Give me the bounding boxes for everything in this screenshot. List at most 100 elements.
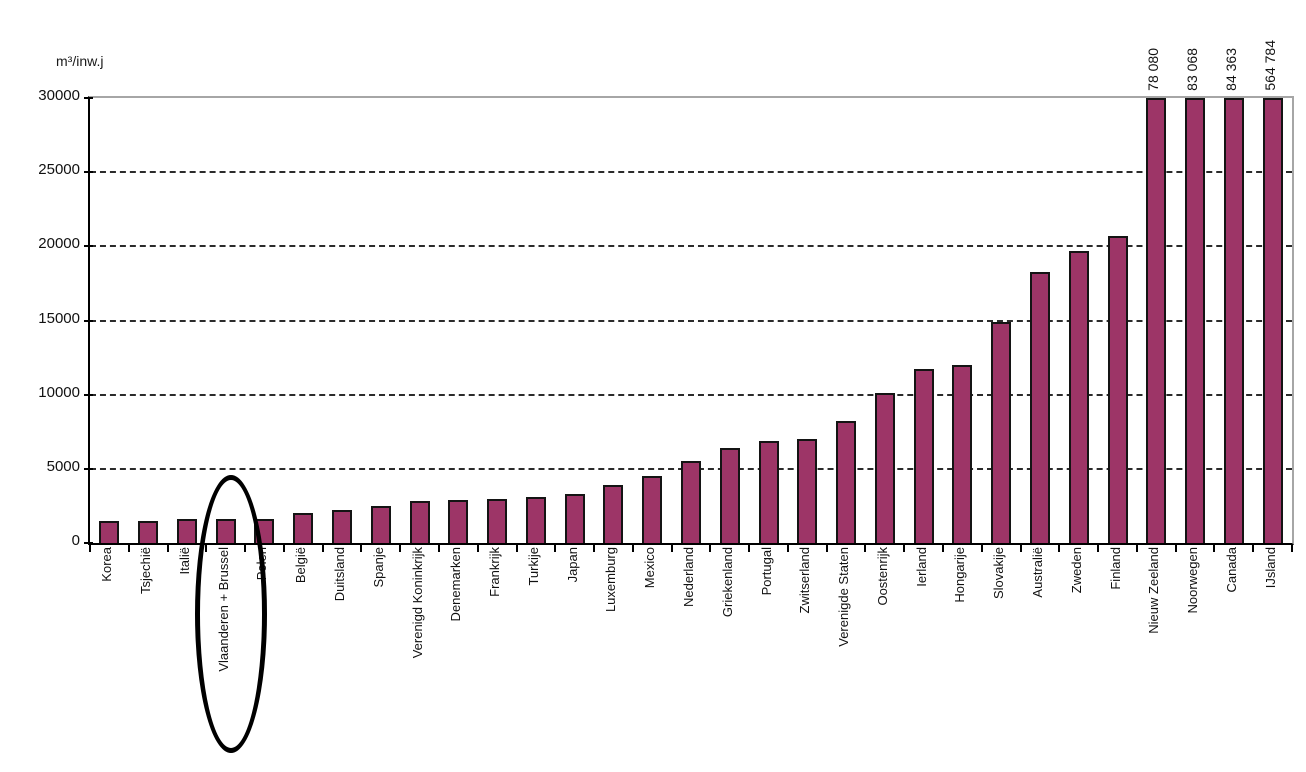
bar-value-label: 564 784 — [1261, 40, 1278, 91]
bar-australi- — [1029, 271, 1050, 543]
x-category-label: Oostenrijk — [874, 547, 890, 606]
x-axis-tick — [1135, 545, 1138, 552]
x-axis-tick — [515, 545, 518, 552]
x-category-label: Ierland — [913, 547, 929, 587]
bar-hongarije — [952, 365, 973, 543]
x-category-label: Portugal — [758, 547, 774, 596]
x-category-label: Griekenland — [719, 547, 735, 618]
bar-zweden — [1068, 250, 1089, 543]
bar-korea — [99, 520, 120, 543]
x-category-label: Hongarije — [952, 547, 968, 603]
bar-belgi- — [293, 513, 314, 543]
x-category-label: België — [293, 547, 309, 584]
y-axis-tick — [84, 542, 93, 544]
x-category-label: Australië — [1029, 547, 1045, 598]
x-axis-tick — [825, 545, 828, 552]
x-category-label: Verenigd Koninkrijk — [409, 547, 425, 659]
bar-noorwegen — [1185, 98, 1206, 543]
x-axis-tick — [942, 545, 945, 552]
x-category-label: Italië — [176, 547, 192, 575]
x-axis-tick — [670, 545, 673, 552]
bar-finland — [1107, 235, 1128, 543]
bar-nieuw-zeeland — [1146, 98, 1167, 543]
y-axis-unit-label: m³/inw.j — [56, 53, 104, 69]
x-axis-tick — [748, 545, 751, 552]
bar-spanje — [370, 505, 391, 543]
bar-luxemburg — [603, 485, 624, 543]
x-category-label: Korea — [99, 547, 115, 582]
x-axis-tick — [127, 545, 130, 552]
x-category-label: Nieuw Zeeland — [1146, 547, 1162, 634]
x-category-label: Mexico — [642, 547, 658, 589]
bar-portugal — [758, 440, 779, 543]
x-axis-tick — [166, 545, 169, 552]
bar-mexico — [642, 476, 663, 543]
bar-turkije — [525, 497, 546, 543]
bar-itali- — [176, 519, 197, 543]
x-axis-tick — [437, 545, 440, 552]
highlight-ellipse — [194, 475, 267, 753]
bar-denemarken — [448, 499, 469, 543]
x-category-label: Japan — [564, 547, 580, 583]
bar-value-label: 84 363 — [1222, 48, 1239, 91]
bar-verenigd-koninkrijk — [409, 501, 430, 543]
x-axis-tick — [321, 545, 324, 552]
x-axis-tick — [1291, 545, 1293, 552]
y-axis-tick-label: 10000 — [38, 383, 80, 401]
x-category-label: Spanje — [370, 547, 386, 588]
x-axis-tick — [1097, 545, 1100, 552]
plot-area — [84, 96, 1294, 552]
x-axis-tick — [1174, 545, 1177, 552]
y-axis-tick-label: 30000 — [38, 87, 80, 104]
bar-griekenland — [719, 448, 740, 543]
x-axis-tick — [89, 545, 91, 552]
y-axis-tick-label: 0 — [71, 532, 80, 549]
x-category-label: Verenigde Staten — [836, 547, 852, 647]
y-axis-tick-label: 5000 — [46, 457, 80, 475]
y-axis-tick — [84, 97, 93, 99]
x-axis-tick — [282, 545, 285, 552]
bar-tsjechi- — [138, 520, 159, 543]
x-category-label: Noorwegen — [1185, 547, 1201, 614]
bar-duitsland — [332, 510, 353, 543]
y-axis-tick — [84, 245, 93, 248]
bar-ijsland — [1262, 98, 1283, 543]
x-axis-tick — [709, 545, 712, 552]
y-axis-tick — [84, 393, 93, 396]
x-axis-tick — [1058, 545, 1061, 552]
bar-value-label: 83 068 — [1184, 48, 1201, 91]
x-category-label: Zweden — [1068, 547, 1084, 594]
x-axis-tick — [903, 545, 906, 552]
bar-oostenrijk — [874, 393, 895, 543]
gridline-25000 — [90, 171, 1292, 174]
x-axis-tick — [1019, 545, 1022, 552]
y-axis-tick-label: 15000 — [38, 309, 80, 327]
x-category-label: Nederland — [681, 547, 696, 607]
x-category-label: Frankrijk — [487, 547, 503, 597]
x-category-label: Tsjechië — [138, 547, 154, 594]
x-category-label: Canada — [1223, 547, 1239, 593]
y-axis-tick-label: 25000 — [38, 161, 80, 179]
x-category-label: Luxemburg — [603, 547, 619, 613]
x-axis-tick — [554, 545, 557, 552]
x-category-label: Slovakije — [991, 547, 1007, 600]
bar-japan — [564, 494, 585, 543]
x-axis-tick — [864, 545, 867, 552]
x-axis-tick — [1252, 545, 1255, 552]
bar-nederland — [681, 461, 701, 543]
x-axis-tick — [1213, 545, 1216, 552]
x-category-label: IJsland — [1262, 547, 1278, 589]
x-axis-tick — [786, 545, 789, 552]
x-axis-tick — [399, 545, 402, 552]
bar-slovakije — [991, 321, 1012, 543]
x-category-label: Finland — [1107, 547, 1123, 590]
gridline-20000 — [90, 245, 1292, 248]
bar-frankrijk — [487, 498, 508, 543]
x-category-label: Zwitserland — [797, 547, 813, 614]
bar-zwitserland — [797, 439, 818, 543]
y-axis-tick-label: 20000 — [38, 235, 80, 253]
bar-value-label: 78 080 — [1145, 48, 1162, 91]
x-axis-tick — [593, 545, 596, 552]
bar-canada — [1223, 98, 1244, 543]
